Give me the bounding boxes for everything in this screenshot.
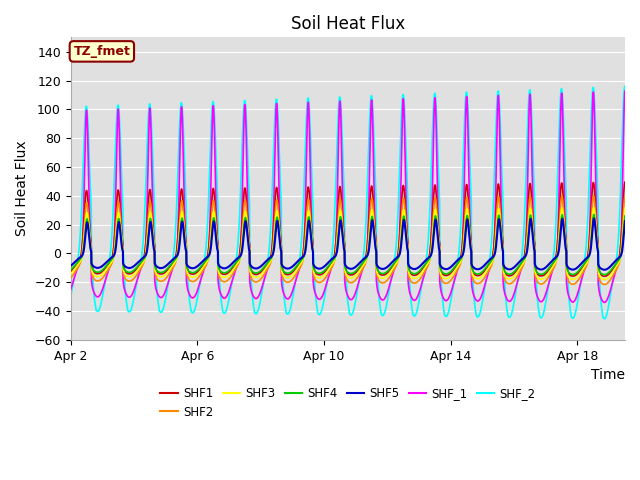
SHF5	[210, 219, 218, 225]
SHF2	[224, 277, 232, 283]
Title: Soil Heat Flux: Soil Heat Flux	[291, 15, 405, 33]
Line: SHF_2: SHF_2	[70, 86, 625, 319]
Line: SHF4: SHF4	[70, 215, 625, 275]
SHF_1	[156, 294, 164, 300]
Line: SHF5: SHF5	[70, 218, 625, 270]
SHF3	[600, 276, 608, 282]
SHF5	[492, 244, 500, 250]
SHF1	[277, 239, 285, 244]
SHF1	[492, 210, 500, 216]
SHF_1	[170, 263, 177, 269]
SHF_2	[277, 194, 285, 200]
SHF2	[170, 264, 177, 270]
SHF4	[277, 246, 285, 252]
SHF4	[67, 267, 74, 273]
SHF3	[277, 244, 285, 250]
SHF1	[156, 271, 164, 277]
SHF1	[170, 259, 177, 265]
Line: SHF2: SHF2	[70, 196, 625, 285]
SHF5	[277, 247, 285, 253]
SHF3	[210, 209, 218, 215]
SHF2	[210, 198, 218, 204]
SHF_2	[621, 84, 628, 89]
SHF2	[67, 275, 74, 281]
SHF_1	[67, 287, 74, 292]
Line: SHF_1: SHF_1	[70, 91, 625, 302]
SHF3	[492, 233, 500, 239]
SHF3	[156, 274, 164, 280]
SHF2	[621, 193, 628, 199]
SHF_1	[224, 291, 232, 297]
SHF_1	[600, 300, 608, 305]
SHF2	[277, 241, 285, 247]
SHF4	[621, 213, 628, 219]
SHF_1	[277, 240, 285, 246]
SHF2	[492, 223, 500, 229]
SHF3	[170, 262, 177, 267]
SHF_1	[621, 88, 628, 94]
SHF1	[621, 179, 628, 185]
SHF5	[621, 218, 628, 224]
SHF1	[224, 270, 232, 276]
SHF_2	[67, 294, 74, 300]
SHF4	[170, 258, 177, 264]
SHF5	[600, 267, 608, 273]
SHF5	[170, 256, 177, 262]
SHF1	[600, 274, 608, 279]
Line: SHF1: SHF1	[70, 182, 625, 276]
Line: SHF3: SHF3	[70, 207, 625, 279]
SHF4	[590, 212, 598, 217]
SHF_2	[224, 302, 232, 308]
SHF3	[67, 271, 74, 277]
SHF2	[589, 193, 597, 199]
SHF2	[156, 278, 164, 284]
SHF5	[590, 216, 598, 221]
SHF4	[600, 272, 608, 277]
SHF_2	[156, 309, 164, 314]
SHF4	[492, 239, 500, 245]
SHF_2	[170, 252, 177, 257]
SHF3	[224, 273, 232, 279]
SHF4	[156, 270, 164, 276]
Y-axis label: Soil Heat Flux: Soil Heat Flux	[15, 141, 29, 236]
SHF5	[156, 265, 164, 271]
SHF_2	[600, 316, 608, 322]
SHF_2	[492, 122, 500, 128]
SHF3	[621, 205, 628, 211]
SHF_2	[210, 100, 218, 106]
SHF1	[210, 186, 218, 192]
X-axis label: Time: Time	[591, 368, 625, 382]
SHF4	[210, 215, 218, 221]
SHF5	[224, 264, 232, 270]
SHF2	[600, 282, 608, 288]
Legend: SHF1, SHF2, SHF3, SHF4, SHF5, SHF_1, SHF_2: SHF1, SHF2, SHF3, SHF4, SHF5, SHF_1, SHF…	[156, 382, 540, 423]
SHF_1	[492, 178, 500, 183]
SHF_2	[621, 84, 628, 89]
Text: TZ_fmet: TZ_fmet	[74, 45, 131, 58]
SHF1	[67, 268, 74, 274]
SHF3	[590, 204, 598, 210]
SHF4	[224, 269, 232, 275]
SHF5	[67, 263, 74, 269]
SHF_1	[210, 105, 218, 110]
